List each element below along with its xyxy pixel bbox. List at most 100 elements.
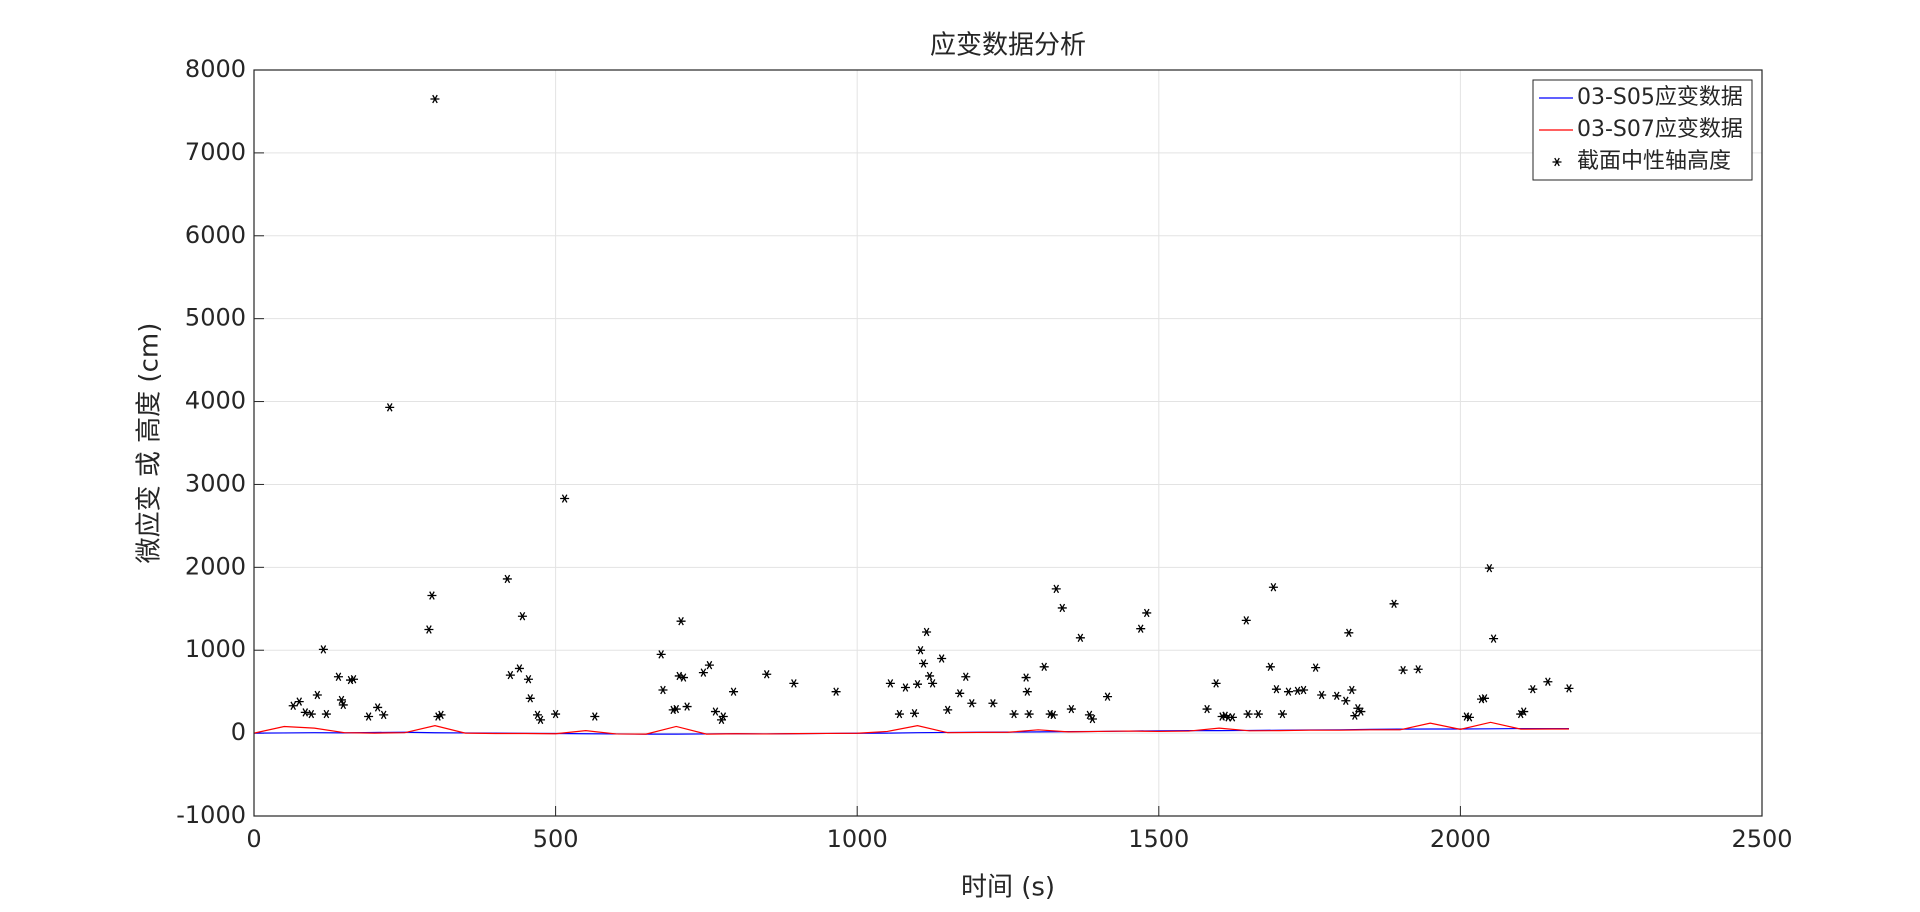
scatter-point: [928, 679, 938, 688]
scatter-point: [560, 494, 570, 503]
scatter-point: [505, 670, 515, 680]
scatter-point: [427, 591, 437, 600]
scatter-point: [338, 700, 348, 710]
scatter-point: [306, 709, 316, 719]
x-tick-label: 1500: [1128, 825, 1189, 853]
scatter-point: [321, 709, 331, 719]
scatter-point: [678, 673, 688, 682]
scatter-point: [789, 679, 799, 688]
scatter-point: [436, 710, 446, 720]
y-axis-label: 微应变 或 高度 (cm): [135, 323, 165, 564]
scatter-point: [1243, 709, 1253, 719]
plot-area: [254, 70, 1762, 816]
scatter-point: [718, 712, 728, 721]
scatter-point: [1347, 685, 1357, 695]
scatter-point: [300, 708, 310, 717]
scatter-point: [1299, 685, 1309, 695]
scatter-point: [1142, 608, 1152, 618]
scatter-point: [1484, 563, 1494, 573]
scatter-point: [1009, 709, 1019, 719]
scatter-point: [1051, 584, 1061, 594]
scatter-point: [676, 616, 686, 626]
scatter-point: [671, 704, 681, 714]
scatter-point: [1039, 662, 1049, 672]
legend-label: 03-S07应变数据: [1577, 117, 1743, 142]
scatter-point: [1103, 692, 1113, 701]
scatter-point: [1265, 662, 1275, 672]
scatter-point: [682, 702, 692, 711]
scatter-point: [729, 687, 739, 696]
scatter-point: [1413, 665, 1423, 674]
scatter-point: [967, 699, 977, 708]
y-tick-label: 2000: [185, 552, 246, 580]
scatter-point: [1293, 686, 1303, 696]
scatter-point: [517, 612, 527, 621]
x-axis-label: 时间 (s): [961, 873, 1055, 903]
x-tick-label: 2500: [1731, 825, 1792, 853]
y-tick-label: 3000: [185, 469, 246, 497]
scatter-point: [318, 645, 328, 654]
scatter-point: [385, 403, 395, 412]
scatter-point: [943, 705, 953, 715]
scatter-point: [1543, 677, 1553, 686]
scatter-point: [525, 694, 535, 703]
scatter-point: [1087, 714, 1097, 724]
scatter-point: [704, 660, 714, 670]
scatter-point: [1253, 709, 1263, 719]
scatter-point: [922, 627, 932, 637]
x-tick-label: 1000: [827, 825, 888, 853]
scatter-point: [336, 695, 346, 705]
chart-title: 应变数据分析: [930, 31, 1086, 61]
scatter-point: [961, 672, 971, 681]
scatter-point: [1066, 704, 1076, 714]
scatter-point: [831, 687, 841, 696]
y-tick-label: 7000: [185, 138, 246, 166]
scatter-point: [1564, 684, 1574, 693]
scatter-point: [710, 707, 720, 716]
scatter-point: [925, 671, 935, 681]
scatter-point: [894, 709, 904, 719]
scatter-point: [1022, 687, 1032, 696]
scatter-point: [1317, 690, 1327, 700]
scatter-point: [373, 703, 383, 712]
scatter-point: [379, 710, 389, 720]
scatter-point: [1464, 713, 1474, 722]
axes-box: [253, 69, 1763, 817]
scatter-point: [430, 94, 440, 104]
scatter-point: [433, 712, 443, 721]
scatter-point: [514, 664, 524, 673]
scatter-point: [1480, 694, 1490, 703]
y-tick-label: 4000: [185, 387, 246, 415]
scatter-point: [656, 650, 666, 659]
scatter-point: [900, 683, 910, 692]
y-tick-label: 1000: [185, 635, 246, 663]
scatter-point: [988, 699, 998, 708]
scatter-point: [1489, 634, 1499, 643]
legend-marker: [1552, 157, 1562, 167]
legend-label: 截面中性轴高度: [1577, 149, 1731, 174]
y-tick-label: 6000: [185, 221, 246, 249]
scatter-point: [1341, 696, 1351, 706]
scatter-point: [1277, 709, 1287, 719]
scatter-point: [1528, 684, 1538, 694]
scatter-point: [1211, 679, 1221, 688]
y-tick-label: 8000: [185, 55, 246, 83]
scatter-point: [364, 712, 374, 721]
scatter-point: [1344, 628, 1354, 638]
scatter-point: [1048, 710, 1058, 720]
x-tick-label: 2000: [1430, 825, 1491, 853]
y-tick-label: 5000: [185, 304, 246, 332]
scatter-point: [919, 659, 929, 668]
scatter-point: [1271, 684, 1281, 694]
scatter-point: [1202, 704, 1212, 714]
scatter-point: [937, 654, 947, 663]
scatter-point: [523, 675, 533, 684]
scatter-point: [312, 690, 322, 700]
scatter-point: [1353, 704, 1363, 713]
scatter-point: [349, 675, 359, 684]
scatter-point: [1311, 663, 1321, 672]
scatter-point: [1241, 616, 1251, 625]
scatter-point: [1057, 603, 1067, 613]
